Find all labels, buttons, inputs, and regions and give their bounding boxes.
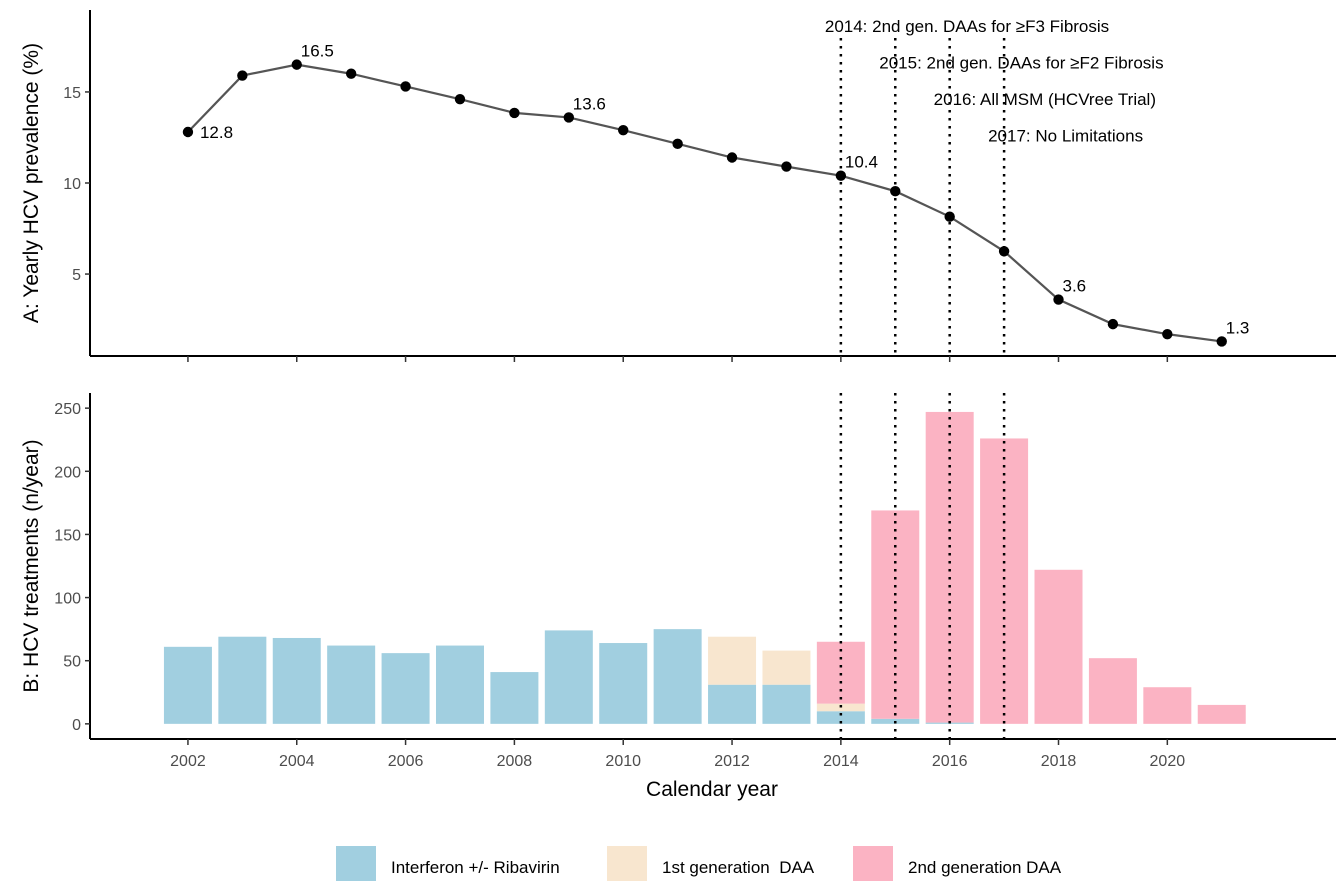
panel-a-y-tick-label: 10: [63, 176, 81, 193]
prevalence-point: [944, 211, 955, 222]
prevalence-point: [672, 138, 683, 150]
treatment-bar-daa-2nd-gen: [980, 438, 1029, 724]
treatment-bar-interferon: [816, 711, 865, 724]
treatment-bar-interferon: [327, 645, 376, 724]
legend: Interferon +/- Ribavirin 1st generation D…: [336, 846, 1062, 881]
legend-label: 1st generation DAA: [662, 858, 815, 877]
x-tick-label: 2002: [170, 753, 206, 770]
treatment-bar-interferon: [490, 672, 539, 724]
treatment-bar-interferon: [163, 646, 212, 724]
treatment-bar-interferon: [653, 629, 702, 724]
treatment-bar-interferon: [599, 643, 648, 724]
prevalence-point: [237, 70, 248, 81]
treatment-bar-interferon: [435, 645, 484, 724]
panel-a-y-tick-label: 5: [72, 267, 81, 284]
prevalence-line: [187, 63, 1222, 343]
x-tick-label: 2004: [279, 753, 315, 770]
treatment-bar-interferon: [544, 630, 593, 724]
treatment-bar-daa-2nd-gen: [1143, 687, 1192, 724]
treatment-bar-daa-1st-gen: [762, 650, 811, 685]
prevalence-data-label: 16.5: [301, 42, 334, 61]
panel-b-y-tick-label: 200: [54, 464, 81, 481]
panel-b-y-tick-label: 250: [54, 401, 81, 418]
x-axis-title: Calendar year: [646, 778, 778, 801]
prevalence-point: [1053, 294, 1064, 305]
prevalence-point: [998, 246, 1010, 257]
panel-a-y-tick-label: 15: [63, 85, 81, 102]
panel-b-y-tick-label: 150: [54, 527, 81, 544]
treatment-bar-daa-2nd-gen: [816, 641, 865, 704]
prevalence-point: [1107, 318, 1119, 330]
treatment-bar-daa-2nd-gen: [1197, 704, 1246, 724]
legend-label: Interferon +/- Ribavirin: [391, 858, 560, 877]
treatment-bar-daa-2nd-gen: [1088, 658, 1137, 724]
treatment-bar-interferon: [708, 684, 757, 724]
panel-a-y-axis-title: A: Yearly HCV prevalence (%): [20, 43, 43, 323]
prevalence-point: [563, 112, 575, 123]
prevalence-point: [400, 81, 411, 92]
x-tick-label: 2008: [497, 753, 533, 770]
prevalence-point: [182, 126, 194, 138]
prevalence-point: [345, 68, 357, 79]
panel-b-y-tick-label: 50: [63, 654, 81, 671]
prevalence-point: [1216, 336, 1227, 347]
treatment-bar-daa-1st-gen: [708, 636, 757, 685]
prevalence-data-label: 12.8: [200, 123, 233, 142]
panel-a-prevalence: 5 10 15 A: Yearly HCV prevalence (%) 2014: 2…: [20, 10, 1336, 362]
event-label: 2017: No Limitations: [988, 127, 1143, 146]
treatment-bar-interferon: [272, 637, 321, 724]
prevalence-point: [835, 170, 847, 181]
panel-b-treatments: 0 50 100 150 200 250 B: HCV treatments (n/year…: [20, 393, 1336, 740]
x-tick-label: 2012: [714, 753, 750, 770]
prevalence-point: [454, 94, 466, 105]
event-label: 2016: All MSM (HCVree Trial): [934, 90, 1156, 109]
legend-swatch: [336, 846, 376, 881]
event-label: 2014: 2nd gen. DAAs for ≥F3 Fibrosis: [825, 17, 1109, 36]
prevalence-data-label: 13.6: [573, 94, 606, 113]
panel-b-y-tick-label: 100: [54, 591, 81, 608]
panel-b-y-axis-title: B: HCV treatments (n/year): [20, 439, 43, 692]
event-label: 2015: 2nd gen. DAAs for ≥F2 Fibrosis: [879, 54, 1163, 73]
x-tick-label: 2010: [605, 753, 641, 770]
prevalence-point: [509, 107, 520, 119]
legend-label: 2nd generation DAA: [908, 858, 1062, 877]
treatment-bar-daa-2nd-gen: [925, 411, 974, 723]
prevalence-data-label: 3.6: [1063, 277, 1087, 296]
prevalence-point: [1162, 328, 1173, 340]
prevalence-point: [618, 124, 629, 136]
treatment-bar-interferon: [218, 636, 267, 724]
x-tick-label: 2018: [1041, 753, 1077, 770]
treatment-bar-interferon: [381, 653, 430, 724]
treatment-bar-daa-2nd-gen: [1034, 569, 1083, 724]
legend-swatch: [853, 846, 893, 881]
prevalence-data-label: 10.4: [845, 153, 878, 172]
x-tick-label: 2020: [1150, 753, 1186, 770]
x-tick-label: 2016: [932, 753, 968, 770]
panel-b-y-tick-label: 0: [72, 717, 81, 734]
legend-swatch: [607, 846, 647, 881]
prevalence-point: [291, 59, 302, 70]
prevalence-point: [726, 152, 738, 163]
prevalence-point: [890, 185, 901, 197]
prevalence-point: [781, 161, 792, 172]
x-tick-label: 2014: [823, 753, 859, 770]
treatment-bar-daa-2nd-gen: [871, 510, 920, 719]
x-axis: 2002 2004 2006 2008 2010 2012 2014 2016 2018 2020…: [170, 739, 1185, 801]
treatment-bar-interferon: [762, 684, 811, 724]
x-tick-label: 2006: [388, 753, 424, 770]
prevalence-data-label: 1.3: [1226, 318, 1250, 337]
